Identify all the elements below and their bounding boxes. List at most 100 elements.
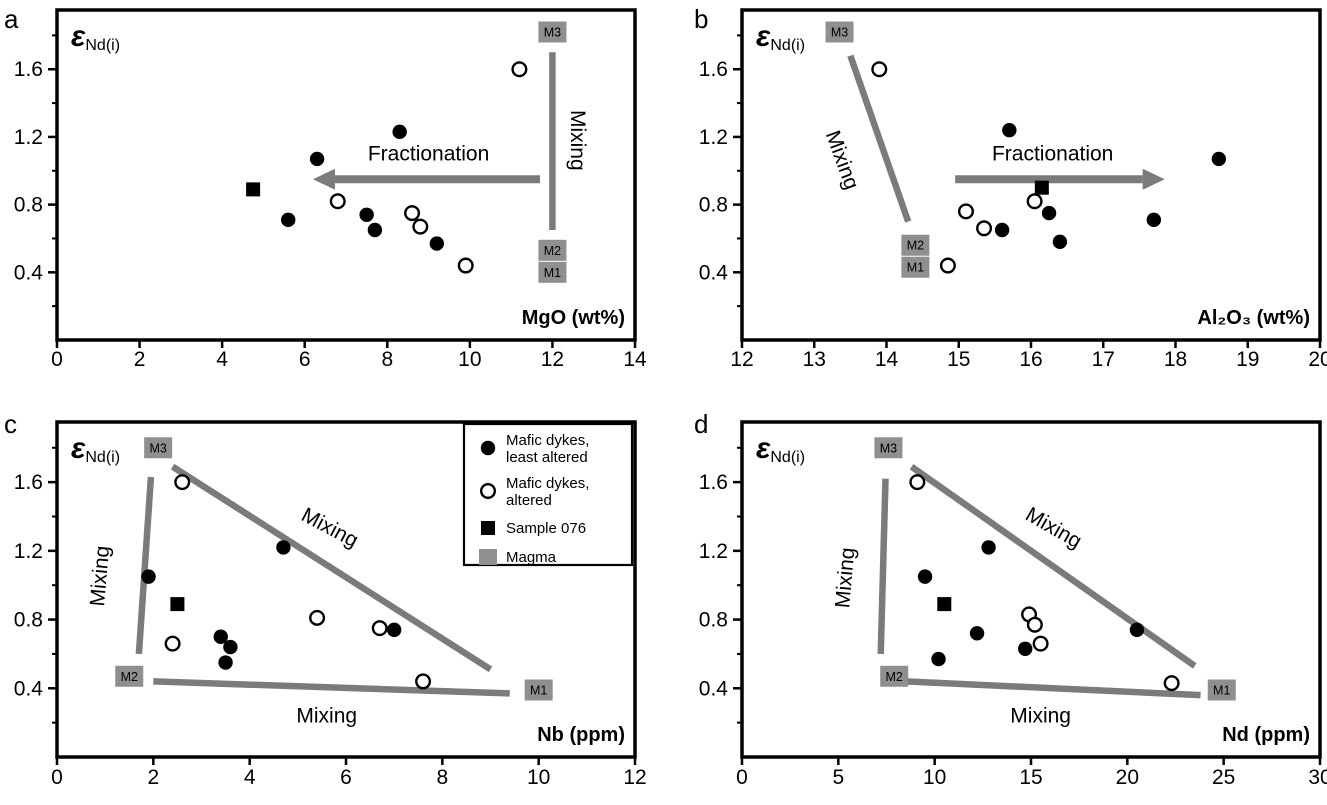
x-tick-label: 12 xyxy=(541,348,564,371)
data-point xyxy=(223,639,238,655)
panel-letter: d xyxy=(694,409,708,439)
data-point xyxy=(1018,641,1033,656)
magma-endmember xyxy=(538,239,567,261)
plot-box xyxy=(740,8,1322,342)
y-tick-label: 0.8 xyxy=(699,609,728,632)
panel-c-chart: c0.40.81.21.60 2 4 6 8 10 12MixingMixingMixing… xyxy=(4,409,647,789)
y-axis-title: εNd(i) xyxy=(756,432,805,466)
panel-letter: a xyxy=(4,4,19,34)
data-point xyxy=(141,569,156,584)
x-tick-label: 15 xyxy=(947,348,970,371)
data-point xyxy=(392,124,407,140)
data-point xyxy=(309,609,326,626)
x-tick-label: 20 xyxy=(1116,766,1139,789)
magma-endmember-label: M3 xyxy=(149,441,166,455)
x-tick-label: 13 xyxy=(803,348,826,371)
mixing-line xyxy=(877,478,889,655)
data-point xyxy=(994,222,1010,238)
mixing-line xyxy=(909,464,1197,669)
data-point xyxy=(329,193,346,210)
y-axis-title: εNd(i) xyxy=(756,20,805,54)
data-point xyxy=(511,61,528,78)
y-tick-label: 1.2 xyxy=(699,540,728,563)
x-tick-label: 6 xyxy=(340,766,352,789)
x-tick-label: 25 xyxy=(1212,766,1235,789)
y-tick-label: 0.4 xyxy=(699,677,729,700)
panel-letter: b xyxy=(694,4,708,34)
x-tick-label: 2 xyxy=(147,766,159,789)
magma-endmember-label: M2 xyxy=(907,239,924,253)
y-tick-label: 1.6 xyxy=(699,471,728,494)
data-point xyxy=(1163,675,1180,692)
data-point xyxy=(281,212,296,228)
x-axis-label: Al₂O₃ (wt%) xyxy=(1197,307,1310,329)
data-point xyxy=(170,597,185,612)
data-point xyxy=(174,474,191,491)
data-point xyxy=(981,540,996,555)
data-point xyxy=(1041,205,1057,221)
x-tick-label: 17 xyxy=(1092,348,1115,371)
x-tick-label: 14 xyxy=(623,348,647,371)
magma-endmember-label: M1 xyxy=(907,261,924,275)
magma-endmember xyxy=(880,665,909,687)
x-tick-label: 12 xyxy=(730,348,753,371)
x-tick-label: 6 xyxy=(299,348,311,371)
x-tick-label: 2 xyxy=(134,348,146,371)
mixing-label: Mixing xyxy=(296,705,357,728)
legend-item-label: Sample 076 xyxy=(506,520,586,537)
magma-endmember xyxy=(874,437,903,459)
legend-item-label: Magma xyxy=(506,549,557,566)
x-axis-label: MgO (wt%) xyxy=(522,307,625,329)
data-point xyxy=(1026,193,1043,210)
data-point xyxy=(218,655,233,670)
panel-d-chart: d0.40.81.21.60 5 10 15 20 25 30MixingMixingMix… xyxy=(694,409,1327,789)
y-tick-label: 0.8 xyxy=(699,194,728,217)
y-tick-label: 1.2 xyxy=(14,540,43,563)
data-point xyxy=(1002,122,1017,138)
y-tick-label: 1.6 xyxy=(14,471,43,494)
legend-item-label: Mafic dykes, xyxy=(506,475,589,492)
magma-endmember xyxy=(144,437,173,459)
magma-endmember xyxy=(901,234,930,256)
y-tick-label: 1.6 xyxy=(699,58,728,81)
plot-box xyxy=(740,420,1322,759)
mixing-label: Mixing xyxy=(86,545,114,607)
x-tick-label: 5 xyxy=(832,766,844,789)
data-point xyxy=(871,61,888,78)
x-tick-label: 4 xyxy=(216,348,228,371)
data-point xyxy=(1034,180,1049,195)
legend-item-label: Mafic dykes, xyxy=(506,432,589,449)
x-tick-label: 20 xyxy=(1308,348,1327,371)
y-tick-label: 0.4 xyxy=(699,261,729,284)
y-tick-label: 1.6 xyxy=(14,58,43,81)
magma-endmember-label: M3 xyxy=(544,26,561,40)
x-tick-label: 19 xyxy=(1236,348,1259,371)
y-axis-title: εNd(i) xyxy=(71,432,120,466)
y-axis-title: εNd(i) xyxy=(71,20,120,54)
legend-item-label: least altered xyxy=(506,449,588,466)
data-point xyxy=(976,220,993,237)
data-point xyxy=(931,651,946,667)
data-point xyxy=(1032,635,1049,652)
y-tick-label: 0.8 xyxy=(14,609,43,632)
magma-endmember xyxy=(115,665,144,687)
magma-endmember-label: M3 xyxy=(880,441,897,455)
x-tick-label: 0 xyxy=(51,348,63,371)
x-tick-label: 10 xyxy=(527,766,550,789)
y-tick-label: 1.2 xyxy=(699,126,728,149)
data-point xyxy=(371,620,388,637)
data-point xyxy=(457,257,474,274)
x-tick-label: 30 xyxy=(1308,766,1327,789)
legend-marker-filled-circle xyxy=(480,440,496,456)
x-tick-label: 0 xyxy=(736,766,748,789)
magma-endmember xyxy=(524,679,553,701)
x-tick-label: 12 xyxy=(623,766,646,789)
data-point xyxy=(969,626,985,641)
x-axis-label: Nd (ppm) xyxy=(1222,724,1310,746)
data-point xyxy=(309,151,325,167)
y-tick-label: 0.4 xyxy=(14,677,44,700)
data-point xyxy=(1146,212,1162,228)
data-point xyxy=(429,236,445,251)
